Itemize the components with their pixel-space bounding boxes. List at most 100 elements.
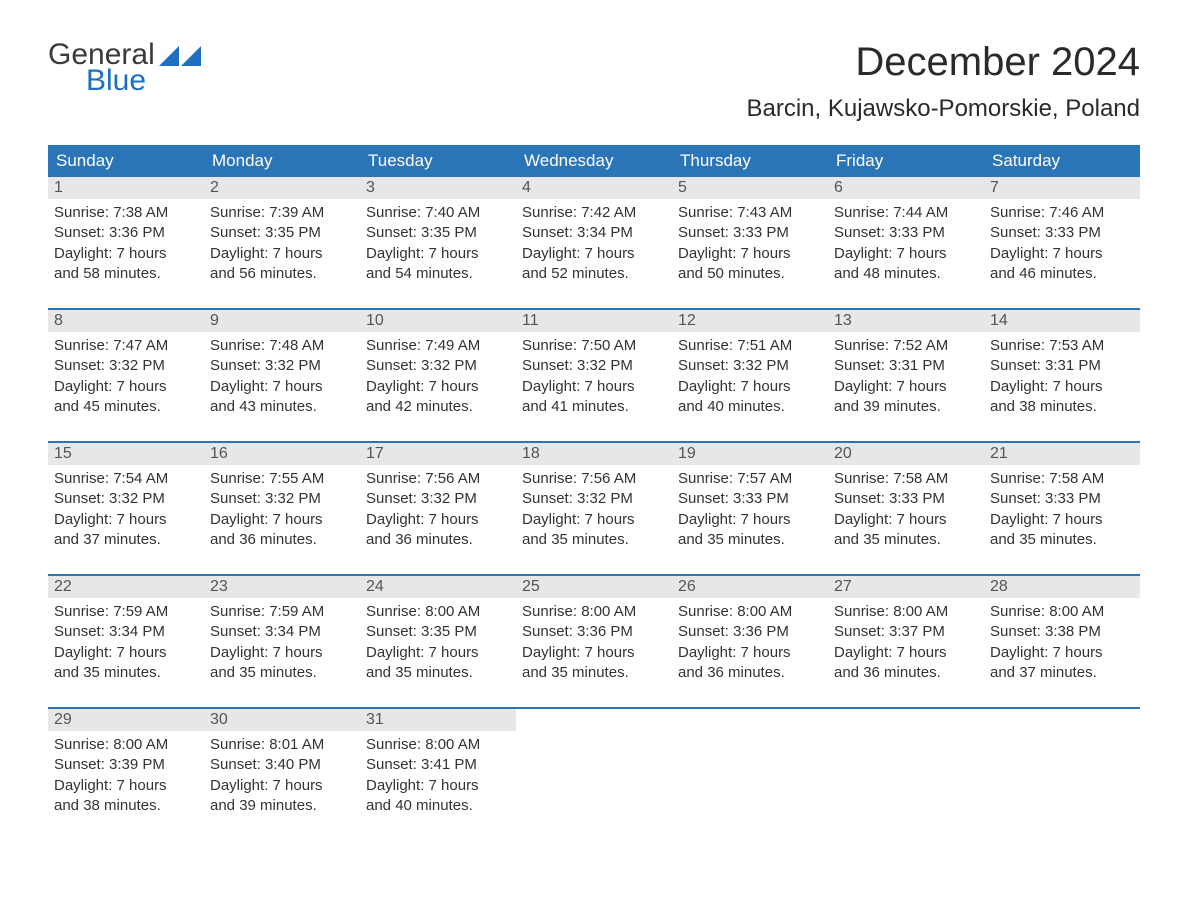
day-cell: 3Sunrise: 7:40 AMSunset: 3:35 PMDaylight… — [360, 177, 516, 308]
sunrise-text: Sunrise: 7:52 AM — [834, 336, 978, 356]
daylight-text-2: and 50 minutes. — [678, 264, 822, 284]
sunrise-text: Sunrise: 7:59 AM — [54, 602, 198, 622]
weekday-header: Thursday — [672, 145, 828, 177]
day-body: Sunrise: 7:58 AMSunset: 3:33 PMDaylight:… — [984, 465, 1140, 550]
day-number: 22 — [48, 576, 204, 598]
daylight-text-2: and 35 minutes. — [990, 530, 1134, 550]
day-cell — [984, 709, 1140, 840]
sunrise-text: Sunrise: 8:00 AM — [678, 602, 822, 622]
day-cell: 14Sunrise: 7:53 AMSunset: 3:31 PMDayligh… — [984, 310, 1140, 441]
daylight-text-1: Daylight: 7 hours — [990, 377, 1134, 397]
day-number: 13 — [828, 310, 984, 332]
day-number: 23 — [204, 576, 360, 598]
day-number: 17 — [360, 443, 516, 465]
sunrise-text: Sunrise: 7:51 AM — [678, 336, 822, 356]
day-cell: 13Sunrise: 7:52 AMSunset: 3:31 PMDayligh… — [828, 310, 984, 441]
daylight-text-2: and 36 minutes. — [210, 530, 354, 550]
day-cell: 21Sunrise: 7:58 AMSunset: 3:33 PMDayligh… — [984, 443, 1140, 574]
daylight-text-2: and 58 minutes. — [54, 264, 198, 284]
day-body: Sunrise: 8:00 AMSunset: 3:37 PMDaylight:… — [828, 598, 984, 683]
day-cell: 8Sunrise: 7:47 AMSunset: 3:32 PMDaylight… — [48, 310, 204, 441]
sunset-text: Sunset: 3:33 PM — [990, 223, 1134, 243]
sunrise-text: Sunrise: 7:55 AM — [210, 469, 354, 489]
day-cell: 16Sunrise: 7:55 AMSunset: 3:32 PMDayligh… — [204, 443, 360, 574]
daylight-text-2: and 35 minutes. — [522, 663, 666, 683]
daylight-text-2: and 37 minutes. — [990, 663, 1134, 683]
day-body: Sunrise: 7:44 AMSunset: 3:33 PMDaylight:… — [828, 199, 984, 284]
sunset-text: Sunset: 3:34 PM — [210, 622, 354, 642]
day-number: 6 — [828, 177, 984, 199]
daylight-text-1: Daylight: 7 hours — [210, 510, 354, 530]
day-cell: 19Sunrise: 7:57 AMSunset: 3:33 PMDayligh… — [672, 443, 828, 574]
day-cell: 26Sunrise: 8:00 AMSunset: 3:36 PMDayligh… — [672, 576, 828, 707]
sunrise-text: Sunrise: 7:56 AM — [522, 469, 666, 489]
day-number: 8 — [48, 310, 204, 332]
day-cell: 27Sunrise: 8:00 AMSunset: 3:37 PMDayligh… — [828, 576, 984, 707]
calendar-header-row: Sunday Monday Tuesday Wednesday Thursday… — [48, 145, 1140, 177]
sunset-text: Sunset: 3:32 PM — [522, 489, 666, 509]
daylight-text-1: Daylight: 7 hours — [990, 643, 1134, 663]
day-number: 21 — [984, 443, 1140, 465]
daylight-text-2: and 35 minutes. — [834, 530, 978, 550]
sunset-text: Sunset: 3:38 PM — [990, 622, 1134, 642]
day-cell: 6Sunrise: 7:44 AMSunset: 3:33 PMDaylight… — [828, 177, 984, 308]
day-body: Sunrise: 7:52 AMSunset: 3:31 PMDaylight:… — [828, 332, 984, 417]
weekday-header: Monday — [204, 145, 360, 177]
logo-triangle-icon — [159, 42, 201, 72]
daylight-text-2: and 36 minutes. — [678, 663, 822, 683]
daylight-text-1: Daylight: 7 hours — [522, 643, 666, 663]
daylight-text-1: Daylight: 7 hours — [54, 377, 198, 397]
day-cell: 15Sunrise: 7:54 AMSunset: 3:32 PMDayligh… — [48, 443, 204, 574]
day-body: Sunrise: 7:38 AMSunset: 3:36 PMDaylight:… — [48, 199, 204, 284]
weekday-header: Wednesday — [516, 145, 672, 177]
day-body: Sunrise: 7:43 AMSunset: 3:33 PMDaylight:… — [672, 199, 828, 284]
daylight-text-2: and 37 minutes. — [54, 530, 198, 550]
sunrise-text: Sunrise: 7:58 AM — [990, 469, 1134, 489]
sunrise-text: Sunrise: 7:56 AM — [366, 469, 510, 489]
day-body: Sunrise: 7:48 AMSunset: 3:32 PMDaylight:… — [204, 332, 360, 417]
day-number: 28 — [984, 576, 1140, 598]
sunrise-text: Sunrise: 7:40 AM — [366, 203, 510, 223]
day-number: 7 — [984, 177, 1140, 199]
week-row: 29Sunrise: 8:00 AMSunset: 3:39 PMDayligh… — [48, 707, 1140, 840]
sunset-text: Sunset: 3:32 PM — [366, 356, 510, 376]
day-cell: 29Sunrise: 8:00 AMSunset: 3:39 PMDayligh… — [48, 709, 204, 840]
sunrise-text: Sunrise: 7:47 AM — [54, 336, 198, 356]
day-body: Sunrise: 7:50 AMSunset: 3:32 PMDaylight:… — [516, 332, 672, 417]
week-row: 22 Sunrise: 7:59 AM Sunset: 3:34 PM Dayligh… — [48, 574, 1140, 707]
day-number: 14 — [984, 310, 1140, 332]
daylight-text-1: Daylight: 7 hours — [54, 776, 198, 796]
sunset-text: Sunset: 3:32 PM — [54, 489, 198, 509]
day-cell: 28 Sunrise: 8:00 AMSunset: 3:38 PMDayligh… — [984, 576, 1140, 707]
sunset-text: Sunset: 3:36 PM — [678, 622, 822, 642]
daylight-text-1: Daylight: 7 hours — [678, 643, 822, 663]
daylight-text-2: and 36 minutes. — [834, 663, 978, 683]
sunset-text: Sunset: 3:31 PM — [834, 356, 978, 376]
day-cell: 22Sunrise: 7:59 AMSunset: 3:34 PMDayligh… — [48, 576, 204, 707]
day-cell: 12Sunrise: 7:51 AMSunset: 3:32 PMDayligh… — [672, 310, 828, 441]
day-body: Sunrise: 7:49 AMSunset: 3:32 PMDaylight:… — [360, 332, 516, 417]
week-row: 1Sunrise: 7:38 AMSunset: 3:36 PMDaylight… — [48, 177, 1140, 308]
day-cell: 25Sunrise: 8:00 AMSunset: 3:36 PMDayligh… — [516, 576, 672, 707]
weeks-container: 1Sunrise: 7:38 AMSunset: 3:36 PMDaylight… — [48, 177, 1140, 840]
day-cell: 20Sunrise: 7:58 AMSunset: 3:33 PMDayligh… — [828, 443, 984, 574]
day-body: Sunrise: 7:51 AMSunset: 3:32 PMDaylight:… — [672, 332, 828, 417]
daylight-text-2: and 36 minutes. — [366, 530, 510, 550]
day-number: 27 — [828, 576, 984, 598]
daylight-text-2: and 48 minutes. — [834, 264, 978, 284]
daylight-text-2: and 56 minutes. — [210, 264, 354, 284]
day-number: 30 — [204, 709, 360, 731]
day-body: Sunrise: 8:00 AMSunset: 3:36 PMDaylight:… — [516, 598, 672, 683]
sunrise-text: Sunrise: 8:00 AM — [366, 735, 510, 755]
sunset-text: Sunset: 3:35 PM — [210, 223, 354, 243]
month-title: December 2024 — [746, 40, 1140, 85]
day-cell: 10Sunrise: 7:49 AMSunset: 3:32 PMDayligh… — [360, 310, 516, 441]
sunset-text: Sunset: 3:41 PM — [366, 755, 510, 775]
daylight-text-1: Daylight: 7 hours — [54, 643, 198, 663]
day-number: 9 — [204, 310, 360, 332]
day-number: 19 — [672, 443, 828, 465]
sunset-text: Sunset: 3:32 PM — [366, 489, 510, 509]
sunrise-text: Sunrise: 8:00 AM — [990, 602, 1134, 622]
sunrise-text: Sunrise: 7:43 AM — [678, 203, 822, 223]
day-cell: 24Sunrise: 8:00 AMSunset: 3:35 PMDayligh… — [360, 576, 516, 707]
